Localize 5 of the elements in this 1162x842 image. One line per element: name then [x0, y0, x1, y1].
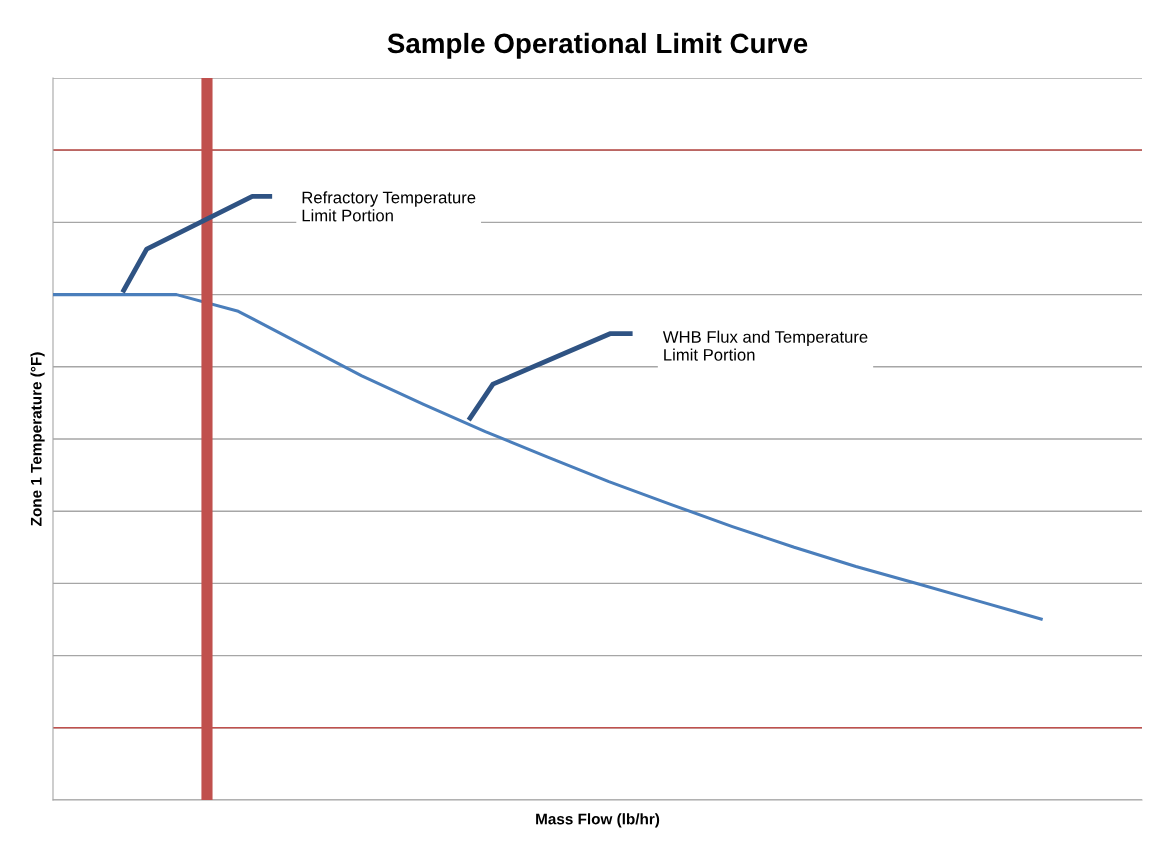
y-axis-title: Zone 1 Temperature (°F)	[30, 352, 45, 526]
text: Refractory Temperature Limit Portion	[302, 191, 476, 222]
chart-title: Sample Operational Limit Curve	[387, 32, 808, 59]
x-axis-title: Mass Flow (lb/hr)	[536, 813, 660, 828]
annotation: WHB Flux and Temperature Limit Portion	[662, 330, 868, 361]
